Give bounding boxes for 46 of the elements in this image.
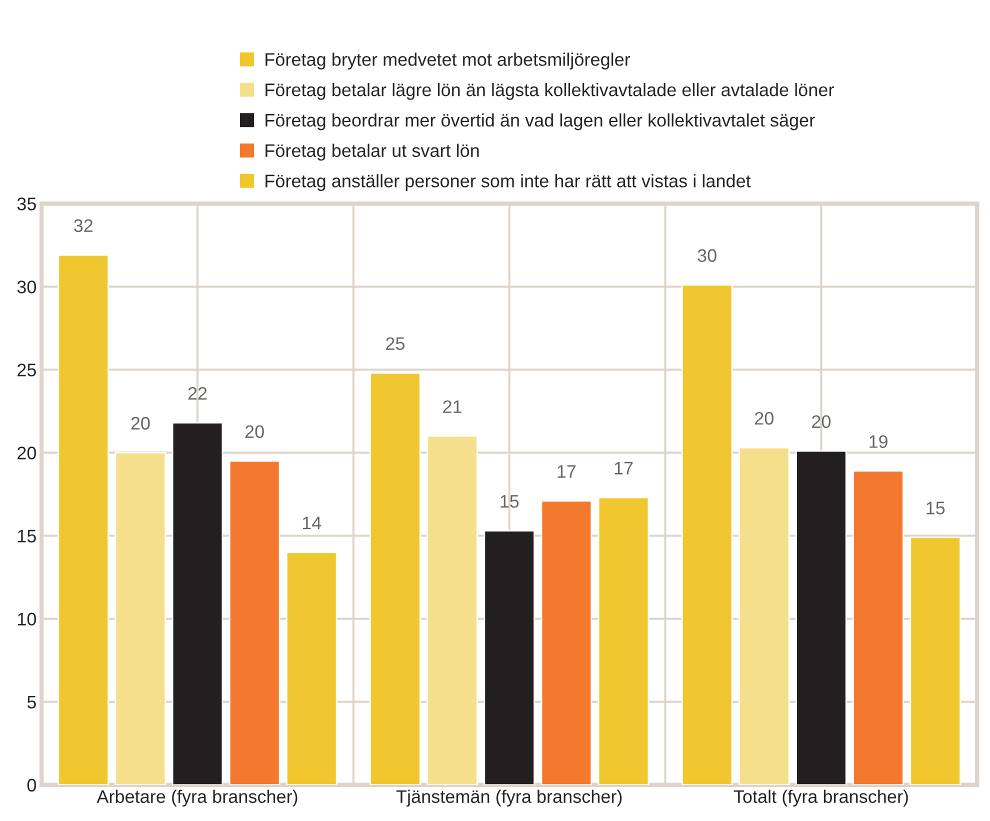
data-label: 15 — [500, 495, 519, 508]
bar — [910, 536, 961, 785]
data-label: 14 — [302, 516, 322, 530]
data-label: 21 — [443, 400, 462, 413]
data-label: 22 — [188, 387, 207, 400]
y-tick-label: 35 — [17, 198, 36, 210]
bar — [796, 450, 847, 785]
legend-label: Företag anställer personer som inte har rätt att vistas i landet — [266, 174, 751, 191]
y-tick-label: 10 — [18, 612, 36, 626]
y-tick-label: 25 — [18, 364, 36, 376]
data-label: 17 — [614, 462, 633, 474]
data-label: 20 — [755, 412, 774, 425]
data-label: 20 — [245, 425, 264, 438]
data-label: 17 — [558, 465, 576, 478]
data-label: 15 — [926, 502, 945, 514]
data-label: 20 — [812, 415, 831, 428]
x-tick-label: Arbetare (fyra branscher) — [96, 790, 298, 807]
y-tick-label: 15 — [18, 530, 36, 542]
y-tick-label: 20 — [18, 446, 36, 460]
bar — [738, 447, 790, 785]
data-label: 30 — [698, 249, 716, 262]
bar — [426, 435, 478, 785]
legend-label: Företag beordrar mer övertid än vad lagen eller kollektivavtalet säger — [266, 113, 815, 130]
legend-label: Företag betalar ut svart lön — [266, 144, 479, 161]
data-label: 32 — [74, 219, 93, 232]
data-label: 20 — [131, 416, 150, 430]
legend-label: Företag betalar lägre lön än lägsta kollektivavtalade eller avtalade löner — [266, 83, 834, 100]
y-tick-label: 0 — [27, 778, 36, 792]
bar — [370, 372, 421, 785]
x-tick-label: Tjänstemän (fyra branscher) — [396, 790, 622, 807]
y-tick-label: 30 — [17, 280, 36, 294]
bar — [852, 470, 904, 785]
data-label: 25 — [386, 337, 405, 350]
x-tick-label: Totalt (fyra branscher) — [734, 790, 908, 807]
bar — [286, 552, 338, 785]
bar — [172, 422, 224, 785]
bar — [598, 496, 650, 785]
y-tick-label: 5 — [27, 696, 36, 709]
bar — [540, 500, 592, 785]
bar — [484, 530, 535, 785]
bar — [681, 284, 733, 785]
bar — [228, 460, 280, 785]
legend-label: Företag bryter medvetet mot arbetsmiljöregler — [266, 52, 630, 70]
bar — [114, 452, 166, 785]
data-label: 19 — [870, 435, 888, 448]
bar — [58, 254, 110, 785]
